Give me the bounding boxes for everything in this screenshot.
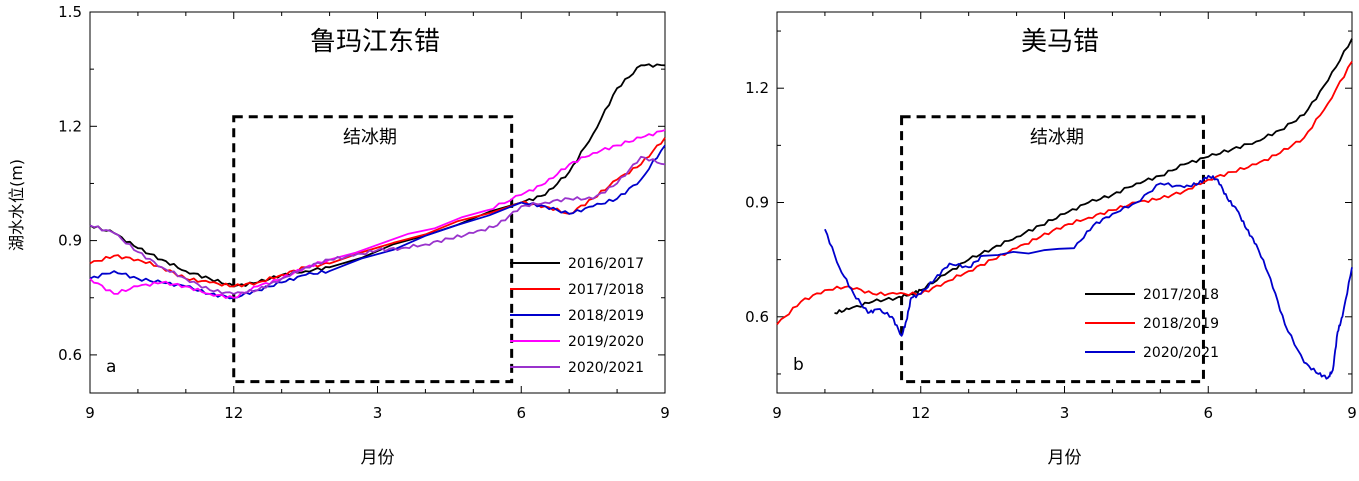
panel-label: b xyxy=(793,355,804,375)
x-tick-label: 9 xyxy=(772,404,782,422)
legend-label: 2018/2019 xyxy=(568,308,644,324)
x-tick-label: 9 xyxy=(85,404,95,422)
panel-a-chart: 9 12 3 6 9 0.6 0.9 1.2 1.5 月份 湖水水位(m) 结冰期 鲁玛江东错 a 2016… xyxy=(7,3,670,468)
chart-title: 美马错 xyxy=(1021,27,1099,57)
series-line-2018-2019 xyxy=(776,60,1353,325)
x-tick-label: 9 xyxy=(1347,404,1357,422)
y-tick-label: 0.6 xyxy=(745,308,769,326)
legend-label: 2017/2018 xyxy=(1143,287,1219,303)
legend-label: 2020/2021 xyxy=(568,360,644,376)
y-tick-label: 0.9 xyxy=(58,232,82,250)
x-tick-label: 9 xyxy=(660,404,670,422)
x-tick-label: 6 xyxy=(516,404,526,422)
legend-label: 2017/2018 xyxy=(568,282,644,298)
legend-label: 2019/2020 xyxy=(568,334,644,350)
y-tick-label: 0.9 xyxy=(745,194,769,212)
x-tick-label: 3 xyxy=(373,404,383,422)
y-axis-label: 湖水水位(m) xyxy=(7,159,26,251)
plot-frame xyxy=(776,11,1353,394)
freeze-period-box xyxy=(232,115,514,384)
chart-title: 鲁玛江东错 xyxy=(310,27,440,57)
x-axis-label: 月份 xyxy=(361,448,395,468)
legend-label: 2016/2017 xyxy=(568,256,644,272)
series-line-2020-2021 xyxy=(89,155,666,295)
series-line-2020-2021 xyxy=(824,174,1353,380)
panel-label: a xyxy=(106,357,116,377)
y-tick-label: 1.2 xyxy=(58,117,82,135)
x-axis-label: 月份 xyxy=(1048,448,1082,468)
legend: 2017/2018 2018/2019 2020/2021 xyxy=(1085,287,1219,361)
x-tick-label: 12 xyxy=(224,404,243,422)
x-tick-label: 3 xyxy=(1060,404,1070,422)
panel-b-chart: 9 12 3 6 9 0.6 0.9 1.2 月份 结冰期 美马错 b 2017/2018 2018/20… xyxy=(745,11,1357,468)
x-tick-label: 6 xyxy=(1203,404,1213,422)
series-line-2016-2017 xyxy=(89,63,666,288)
y-tick-label: 1.5 xyxy=(58,3,82,21)
freeze-period-label: 结冰期 xyxy=(343,127,397,148)
series-line-2018-2019 xyxy=(89,144,666,300)
legend-label: 2018/2019 xyxy=(1143,316,1219,332)
y-tick-label: 1.2 xyxy=(745,79,769,97)
x-tick-label: 12 xyxy=(911,404,930,422)
legend-label: 2020/2021 xyxy=(1143,345,1219,361)
legend: 2016/2017 2017/2018 2018/2019 2019/2020 2020… xyxy=(510,256,644,376)
freeze-period-label: 结冰期 xyxy=(1030,127,1084,148)
series-line-2017-2018 xyxy=(834,38,1353,315)
y-tick-label: 0.6 xyxy=(58,346,82,364)
freeze-period-box xyxy=(900,115,1205,384)
